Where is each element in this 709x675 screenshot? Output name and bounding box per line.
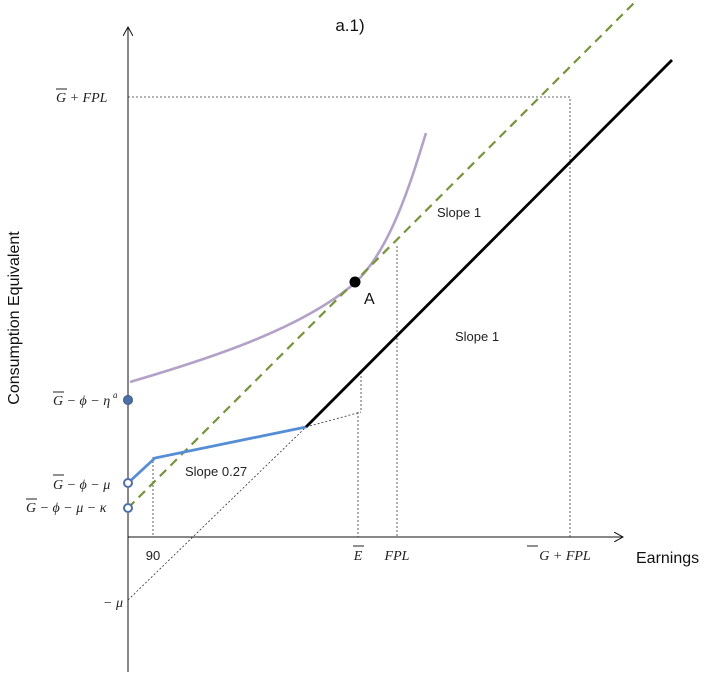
y-tick-g-fpl-text: G + FPL bbox=[56, 91, 108, 106]
slope-027: Slope 0.27 bbox=[185, 464, 247, 479]
marker-mu bbox=[123, 478, 133, 488]
reference-lines bbox=[127, 96, 571, 601]
y-tick-kappa: G − ϕ − μ − κ bbox=[26, 498, 107, 516]
slope-1-lower: Slope 1 bbox=[455, 329, 499, 344]
x-axis-title: Earnings bbox=[636, 550, 699, 567]
black-budget-line bbox=[305, 59, 673, 428]
x-tick-g-fpl: G + FPL bbox=[527, 545, 591, 564]
marker-eta bbox=[123, 395, 133, 405]
x-tick-ebar: E bbox=[353, 545, 364, 564]
y-axis-title: Consumption Equivalent bbox=[6, 231, 23, 405]
x-tick-g-fpl-text: G + FPL bbox=[539, 549, 591, 564]
y-tick-eta-sup: a bbox=[113, 390, 118, 400]
y-tick-g-fpl: G + FPL bbox=[56, 88, 108, 106]
blue-budget-line bbox=[127, 425, 307, 485]
slope-1-upper: Slope 1 bbox=[437, 205, 481, 220]
x-tick-ebar-text: E bbox=[353, 549, 363, 564]
y-tick-eta: G − ϕ − η a bbox=[53, 390, 118, 409]
y-tick-neg-mu: − μ bbox=[103, 596, 123, 611]
y-tick-kappa-text: G − ϕ − μ − κ bbox=[26, 501, 107, 516]
chart-title: a.1) bbox=[335, 16, 364, 35]
marker-kappa bbox=[123, 503, 133, 513]
dashed-green-line bbox=[127, 0, 638, 509]
x-tick-fpl: FPL bbox=[384, 549, 410, 564]
g-fpl-box bbox=[128, 96, 571, 537]
extension-to-neg-mu bbox=[127, 426, 307, 601]
y-tick-mu-text: G − ϕ − μ bbox=[53, 478, 110, 493]
y-tick-eta-text: G − ϕ − η bbox=[53, 394, 110, 409]
y-tick-mu: G − ϕ − μ bbox=[53, 474, 110, 493]
point-a-label: A bbox=[364, 291, 375, 308]
indifference-curve bbox=[129, 132, 428, 384]
point-a-marker bbox=[349, 276, 361, 288]
blue-extension bbox=[305, 411, 362, 428]
x-tick-90: 90 bbox=[146, 548, 160, 563]
